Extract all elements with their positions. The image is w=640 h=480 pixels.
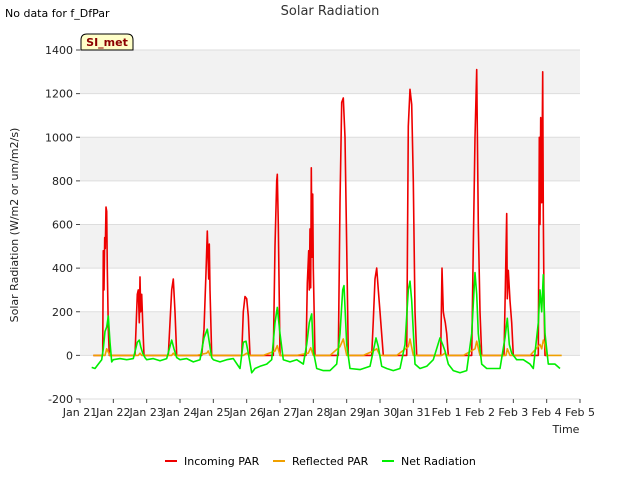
series-line-net-radiation <box>91 271 561 374</box>
y-tick-label: 1400 <box>45 44 73 57</box>
x-tick-label: Jan 23 <box>128 406 163 419</box>
y-tick-label: 800 <box>52 175 73 188</box>
x-tick-label: Jan 22 <box>95 406 130 419</box>
legend-label: Net Radiation <box>401 455 476 468</box>
x-tick-label: Jan 27 <box>262 406 297 419</box>
x-tick-label: Jan 31 <box>395 406 430 419</box>
y-tick-label: 1000 <box>45 131 73 144</box>
x-tick-label: Jan 26 <box>228 406 263 419</box>
badge-shape <box>80 33 134 51</box>
series-line-reflected-par <box>93 338 562 357</box>
legend-label: Incoming PAR <box>184 455 260 468</box>
background-band <box>80 50 580 94</box>
y-tick-label: 0 <box>66 349 73 362</box>
x-tick-label: Feb 4 <box>532 406 562 419</box>
y-axis-ticks: -200 0 200 400 600 800 1000 1200 1400 <box>45 44 80 406</box>
x-tick-label: Feb 1 <box>432 406 462 419</box>
background-bands <box>80 50 580 356</box>
background-band <box>80 311 580 356</box>
y-tick-label: 200 <box>52 306 73 319</box>
y-tick-label: 600 <box>52 219 73 232</box>
x-tick-label: Jan 25 <box>195 406 230 419</box>
series-line-incoming-par <box>93 68 549 357</box>
x-tick-label: Feb 2 <box>465 406 495 419</box>
x-tick-label: Jan 21 <box>62 406 97 419</box>
badge-label: SI_met <box>86 36 128 49</box>
background-band <box>80 137 580 181</box>
x-tick-label: Feb 3 <box>498 406 528 419</box>
background-band <box>80 224 580 269</box>
legend: Incoming PAR Reflected PAR Net Radiation <box>165 455 476 468</box>
y-axis-label: Solar Radiation (W/m2 or um/m2/s) <box>8 128 21 323</box>
legend-label: Reflected PAR <box>292 455 369 468</box>
chart-title: Solar Radiation <box>281 4 380 19</box>
x-axis-label: Time <box>552 423 580 436</box>
y-tick-label: 400 <box>52 262 73 275</box>
x-tick-label: Jan 30 <box>362 406 397 419</box>
x-tick-label: Jan 28 <box>295 406 330 419</box>
x-tick-label: Jan 29 <box>328 406 363 419</box>
x-tick-label: Feb 5 <box>565 406 595 419</box>
y-tick-label: -200 <box>48 393 73 406</box>
series-layer <box>91 68 562 374</box>
x-tick-label: Jan 24 <box>162 406 197 419</box>
no-data-note: No data for f_DfPar <box>5 7 110 20</box>
y-tick-label: 1200 <box>45 88 73 101</box>
station-badge: SI_met <box>80 33 134 51</box>
